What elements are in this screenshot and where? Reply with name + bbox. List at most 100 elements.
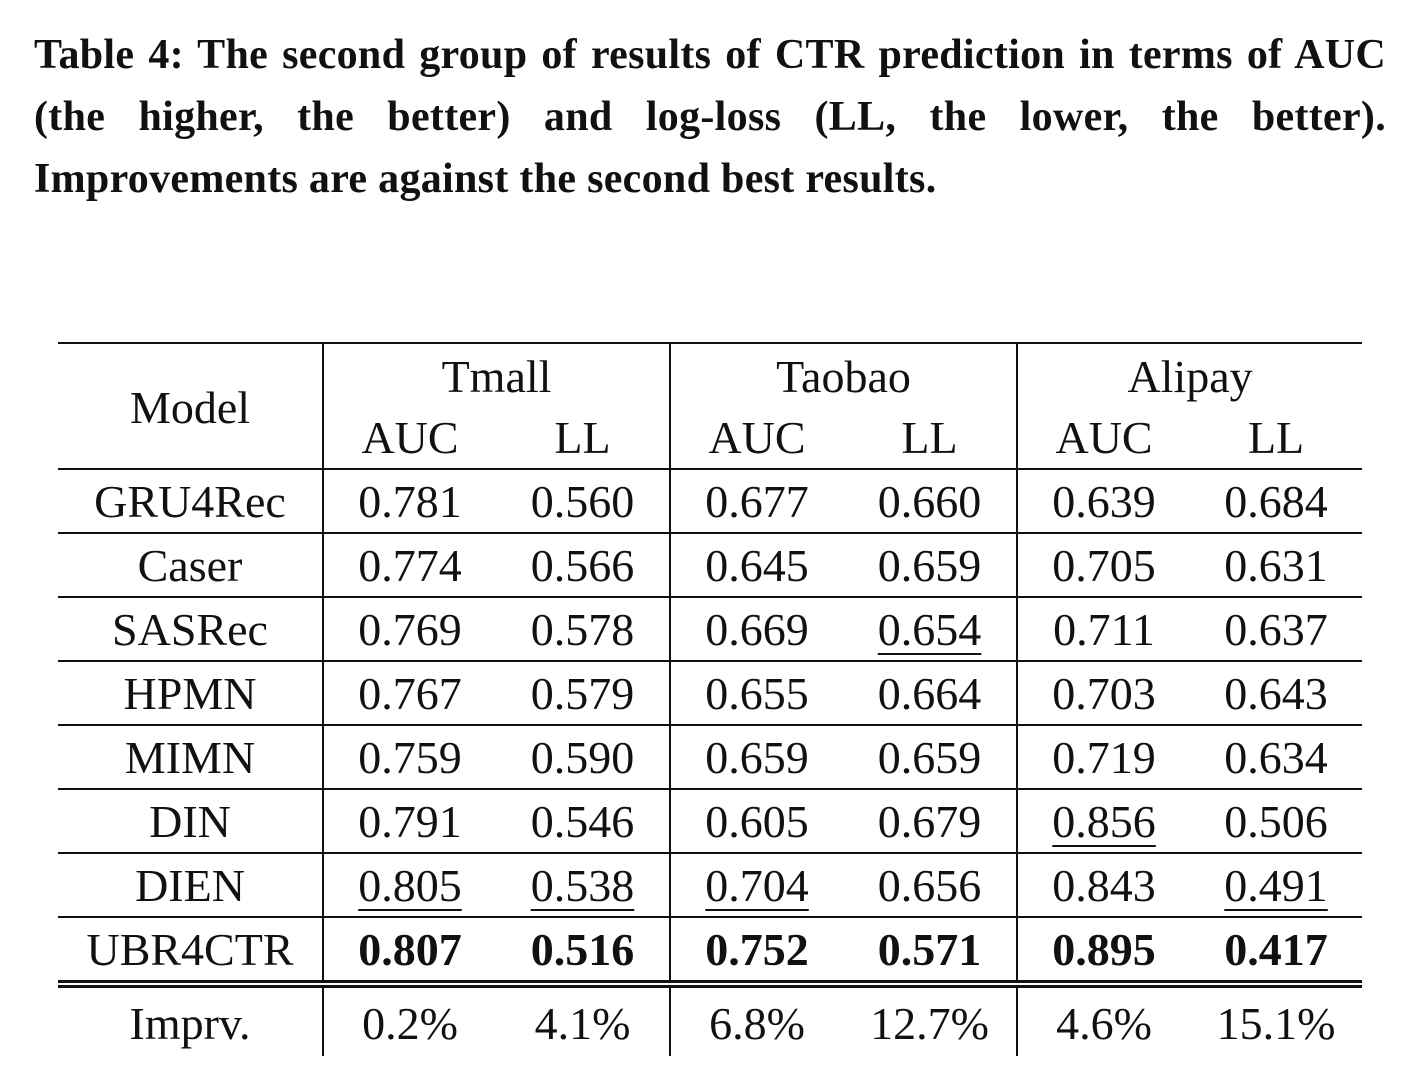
cell-text: 0.578 (530, 603, 635, 655)
cell-text: 0.752 (705, 923, 809, 975)
metric-value: 0.711 (1016, 596, 1191, 661)
model-name: GRU4Rec (58, 468, 323, 533)
metric-value: 0.659 (669, 724, 844, 789)
metric-value: 0.684 (1190, 468, 1363, 533)
metric-value: 0.719 (1016, 724, 1191, 789)
metric-value: 0.767 (322, 660, 496, 725)
metric-value: 0.634 (1190, 724, 1363, 789)
metric-value: 0.538 (496, 852, 671, 917)
metric-value: 0.703 (1016, 660, 1191, 725)
metric-value: 0.781 (322, 468, 496, 533)
model-name: UBR4CTR (58, 916, 323, 985)
data-row: Caser 0.774 0.566 0.645 0.659 0.705 0.631 (58, 532, 1363, 597)
cell-text: 0.719 (1052, 731, 1156, 783)
cell-text: 0.677 (705, 475, 809, 527)
group-header: Tmall (321, 342, 671, 406)
metric-value: 0.546 (496, 788, 671, 853)
metric-value: 0.643 (1190, 660, 1363, 725)
cell-text: 0.546 (530, 795, 635, 847)
improvement-value: 15.1% (1190, 980, 1363, 1056)
cell-text: 0.659 (877, 731, 982, 783)
metric-value: 0.807 (322, 916, 496, 985)
metric-value: 0.639 (1016, 468, 1191, 533)
model-name: HPMN (58, 660, 323, 725)
metric-value: 0.506 (1190, 788, 1363, 853)
metric-value: 0.590 (496, 724, 671, 789)
data-row: UBR4CTR 0.807 0.516 0.752 0.571 0.895 0.417 (58, 916, 1363, 985)
model-name: SASRec (58, 596, 323, 661)
cell-text: 0.538 (530, 859, 635, 911)
improvement-value: 0.2% (322, 980, 496, 1056)
metric-value: 0.679 (843, 788, 1018, 853)
metric-value: 0.856 (1016, 788, 1191, 853)
metric-value: 0.578 (496, 596, 671, 661)
cell-text: 0.679 (877, 795, 982, 847)
cell-text: 0.684 (1224, 475, 1328, 527)
metric-value: 0.669 (669, 596, 844, 661)
cell-text: 0.560 (530, 475, 635, 527)
metric-value: 0.769 (322, 596, 496, 661)
improvement-value: 6.8% (669, 980, 844, 1056)
header-row: AUC LL AUC LL AUC LL (58, 406, 1362, 469)
data-row: DIEN 0.805 0.538 0.704 0.656 0.843 0.491 (58, 852, 1363, 917)
cell-text: 0.566 (530, 539, 635, 591)
cell-text: 0.579 (530, 667, 635, 719)
metric-value: 0.660 (843, 468, 1018, 533)
metric-value: 0.631 (1190, 532, 1363, 597)
metric-value: 0.566 (496, 532, 671, 597)
metric-value: 0.645 (669, 532, 844, 597)
results-table: Model Tmall Taobao Alipay AUC LL AUC LL AUC LL GRU… (58, 342, 1363, 1056)
header-row: Model Tmall Taobao Alipay (58, 342, 1363, 469)
cell-text: 0.669 (705, 603, 809, 655)
cell-text: 0.590 (530, 731, 635, 783)
metric-value: 0.491 (1190, 852, 1363, 917)
metric-value: 0.571 (843, 916, 1018, 985)
cell-text: 0.856 (1052, 795, 1156, 847)
metric-header: LL (901, 411, 958, 463)
metric-value: 0.655 (669, 660, 844, 725)
cell-text: 0.781 (358, 475, 462, 527)
metric-value: 0.654 (843, 596, 1018, 661)
cell-text: 0.704 (705, 859, 809, 911)
metric-value: 0.774 (322, 532, 496, 597)
metric-value: 0.656 (843, 852, 1018, 917)
cell-text: 0.634 (1224, 731, 1328, 783)
metric-header: LL (1247, 411, 1305, 463)
cell-text: 0.639 (1052, 475, 1156, 527)
metric-value: 0.805 (322, 852, 496, 917)
model-name: DIN (58, 788, 323, 853)
data-row: GRU4Rec 0.781 0.560 0.677 0.660 0.639 0.684 (58, 468, 1363, 533)
cell-text: 0.491 (1224, 859, 1328, 911)
metric-value: 0.895 (1016, 916, 1191, 985)
metric-value: 0.664 (843, 660, 1018, 725)
metric-value: 0.560 (496, 468, 671, 533)
cell-text: 0.774 (358, 539, 462, 591)
cell-text: 0.631 (1224, 539, 1328, 591)
data-row: SASRec 0.769 0.578 0.669 0.654 0.711 0.637 (58, 596, 1363, 661)
metric-value: 0.637 (1190, 596, 1363, 661)
metric-value: 0.677 (669, 468, 844, 533)
cell-text: 0.703 (1052, 667, 1156, 719)
improvement-value: 4.6% (1016, 980, 1191, 1056)
metric-header: AUC (322, 406, 496, 469)
metric-value: 0.516 (496, 916, 671, 985)
cell-text: 0.759 (358, 731, 462, 783)
metric-value: 0.704 (669, 852, 844, 917)
metric-header: AUC (1016, 406, 1191, 469)
cell-text: 0.769 (358, 603, 462, 655)
data-row: DIN 0.791 0.546 0.605 0.679 0.856 0.506 (58, 788, 1363, 853)
cell-text: 0.571 (877, 923, 982, 975)
cell-text: 0.807 (358, 923, 462, 975)
data-row: MIMN 0.759 0.590 0.659 0.659 0.719 0.634 (58, 724, 1363, 789)
improvement-row: Imprv. 0.2% 4.1% 6.8% 12.7% 4.6% 15.1% (58, 980, 1363, 1056)
cell-text: 0.417 (1224, 923, 1328, 975)
metric-value: 0.705 (1016, 532, 1191, 597)
metric-value: 0.759 (322, 724, 496, 789)
improvement-value: 4.1% (496, 980, 671, 1056)
model-name: DIEN (58, 852, 323, 917)
group-header: Taobao (669, 342, 1018, 406)
cell-text: 0.664 (877, 667, 982, 719)
cell-text: 0.656 (877, 859, 982, 911)
metric-value: 0.579 (496, 660, 671, 725)
